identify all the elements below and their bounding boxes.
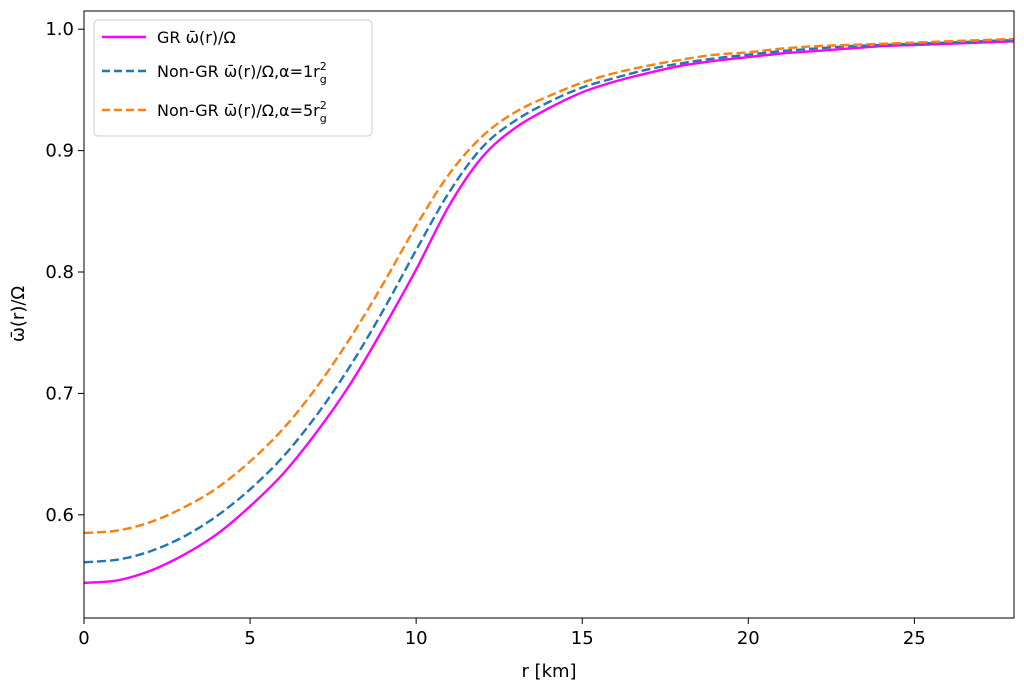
y-tick-label: 0.7	[45, 383, 74, 404]
series-layer	[84, 37, 1014, 584]
legend-label-1: GR ω̄(r)/Ω	[157, 28, 236, 47]
x-tick-label: 15	[571, 628, 594, 649]
y-tick-label: 1.0	[45, 19, 74, 40]
x-tick-label: 25	[903, 628, 926, 649]
x-axis: 0 5 10 15 20 25	[78, 618, 926, 649]
y-axis: 0.6 0.7 0.8 0.9 1.0	[45, 19, 84, 526]
y-tick-label: 0.6	[45, 505, 74, 526]
x-tick-label: 0	[78, 628, 89, 649]
x-tick-label: 20	[737, 628, 760, 649]
x-tick-label: 10	[405, 628, 428, 649]
y-tick-label: 0.9	[45, 141, 74, 162]
x-tick-label: 5	[244, 628, 255, 649]
series-line-3	[84, 37, 1014, 535]
legend-box	[93, 19, 373, 137]
x-axis-label: r [km]	[521, 661, 576, 682]
series-line-1	[84, 40, 1014, 584]
y-tick-label: 0.8	[45, 262, 74, 283]
y-axis-label: ω̄(r)/Ω	[8, 286, 29, 343]
plot-frame	[83, 10, 1015, 619]
